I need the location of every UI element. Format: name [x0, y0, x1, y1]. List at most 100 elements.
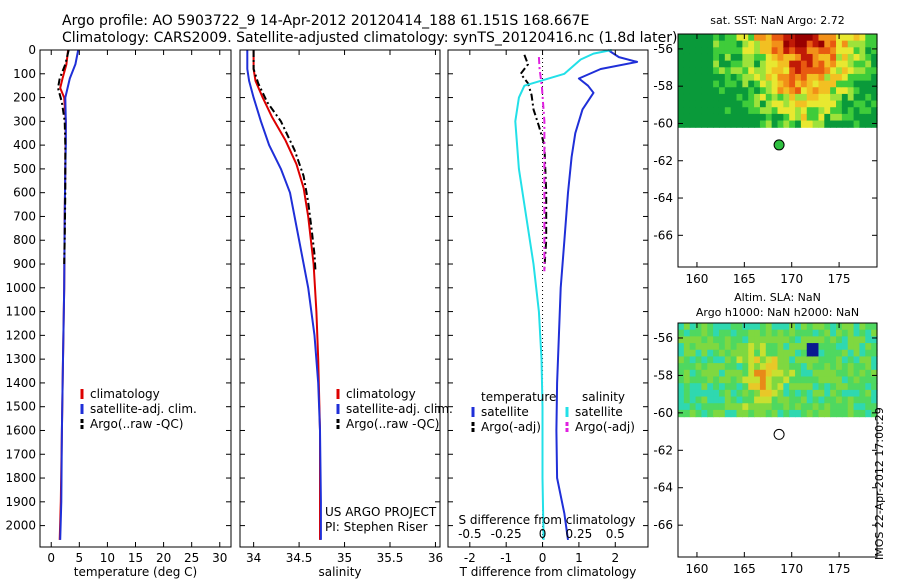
- y-tick-label: 1500: [5, 400, 36, 414]
- heatmap-cell: [683, 113, 691, 122]
- heatmap-cell: [695, 53, 703, 62]
- heatmap-cell: [824, 67, 831, 75]
- heatmap-cell: [724, 73, 732, 82]
- heatmap-cell: [824, 356, 831, 364]
- heatmap-cell: [818, 396, 825, 404]
- heatmap-cell: [771, 93, 779, 102]
- heatmap-cell: [847, 369, 855, 378]
- heatmap-cell: [678, 100, 685, 108]
- heatmap-cell: [678, 34, 685, 42]
- heatmap-cell: [871, 349, 878, 358]
- heatmap-cell: [836, 329, 843, 337]
- heatmap-cell: [718, 409, 726, 418]
- heatmap-cell: [701, 47, 708, 55]
- heatmap-cell: [701, 40, 708, 48]
- heatmap-cell: [765, 369, 773, 378]
- heatmap-cell: [707, 336, 714, 344]
- heatmap-cell: [800, 67, 808, 75]
- heatmap-cell: [853, 343, 861, 351]
- heatmap-cell: [765, 403, 773, 411]
- heatmap-cell: [771, 100, 779, 108]
- heatmap-cell: [853, 363, 861, 371]
- heatmap-cell: [678, 389, 685, 398]
- heatmap-cell: [865, 53, 872, 62]
- heatmap-cell: [678, 336, 685, 344]
- heatmap-cell: [713, 73, 720, 82]
- heatmap-cell: [824, 53, 831, 62]
- y-tick-label: -58: [653, 79, 673, 93]
- heatmap-cell: [806, 389, 814, 398]
- heatmap-cell: [841, 409, 849, 418]
- heatmap-cell: [795, 80, 802, 88]
- heatmap-cell: [707, 60, 714, 68]
- heatmap-cell: [678, 409, 685, 418]
- heatmap-cell: [754, 323, 761, 331]
- y-tick-label: -56: [653, 331, 673, 345]
- heatmap-cell: [818, 87, 825, 95]
- heatmap-cell: [683, 376, 691, 384]
- heatmap-cell: [718, 349, 726, 358]
- heatmap-cell: [736, 363, 743, 371]
- heatmap-cell: [824, 403, 831, 411]
- legend-heading: salinity: [582, 390, 625, 404]
- heatmap-cell: [871, 356, 878, 364]
- heatmap-cell: [824, 47, 831, 55]
- heatmap-cell: [777, 100, 784, 108]
- x-tick-label: 34: [246, 551, 261, 565]
- heatmap-cell: [830, 329, 837, 337]
- heatmap-cell: [865, 383, 872, 391]
- map-frame-2: [677, 322, 878, 558]
- heatmap-cell: [759, 389, 767, 398]
- map-subtitle: Argo h1000: NaN h2000: NaN: [696, 306, 859, 319]
- y-tick-label: 1000: [5, 281, 36, 295]
- heatmap-cell: [783, 403, 790, 411]
- heatmap-cell: [789, 107, 796, 115]
- heatmap-cell: [718, 113, 726, 122]
- heatmap-cell: [689, 336, 697, 344]
- heatmap-cell: [789, 376, 796, 384]
- y-tick-label: 1400: [5, 376, 36, 390]
- heatmap-cell: [777, 396, 784, 404]
- heatmap-cell: [783, 80, 790, 88]
- heatmap-cell: [824, 396, 831, 404]
- heatmap-cell: [795, 336, 802, 344]
- heatmap-cell: [830, 107, 837, 115]
- heatmap-cell: [783, 396, 790, 404]
- heatmap-cell: [818, 363, 825, 371]
- heatmap-cell: [695, 403, 703, 411]
- heatmap-cell: [683, 349, 691, 358]
- y-tick-label: -62: [653, 154, 673, 168]
- heatmap-cell: [713, 349, 720, 358]
- heatmap-cell: [765, 409, 773, 418]
- heatmap-cell: [689, 34, 697, 42]
- heatmap-cell: [824, 107, 831, 115]
- heatmap-cell: [707, 34, 714, 42]
- heatmap-cell: [812, 80, 820, 88]
- heatmap-cell: [795, 383, 802, 391]
- heatmap-cell: [818, 113, 825, 122]
- heatmap-cell: [742, 100, 749, 108]
- heatmap-cell: [865, 356, 872, 364]
- heatmap-cell: [724, 363, 732, 371]
- heatmap-cell: [724, 389, 732, 398]
- heatmap-cell: [707, 396, 714, 404]
- heatmap-cell: [683, 60, 691, 68]
- heatmap-cell: [724, 34, 732, 42]
- heatmap-cell: [818, 356, 825, 364]
- heatmap-cell: [718, 73, 726, 82]
- heatmap-cell: [754, 343, 761, 351]
- heatmap-cell: [789, 87, 796, 95]
- heatmap-cell: [871, 87, 878, 95]
- y-tick-label: 400: [13, 138, 36, 152]
- heatmap-cell: [777, 329, 784, 337]
- heatmap-cell: [824, 87, 831, 95]
- heatmap-cell: [759, 383, 767, 391]
- heatmap-cell: [771, 409, 779, 418]
- heatmap-cell: [759, 93, 767, 102]
- x-tick-label: -2: [464, 551, 476, 565]
- heatmap-cell: [759, 47, 767, 55]
- map-panel-2: 160 165 170 175 -56 -58 -60 -62 -64 -66 Altim. SLA…: [653, 291, 878, 576]
- heatmap-cell: [736, 87, 743, 95]
- heatmap-cell: [765, 107, 773, 115]
- heatmap-cell: [759, 80, 767, 88]
